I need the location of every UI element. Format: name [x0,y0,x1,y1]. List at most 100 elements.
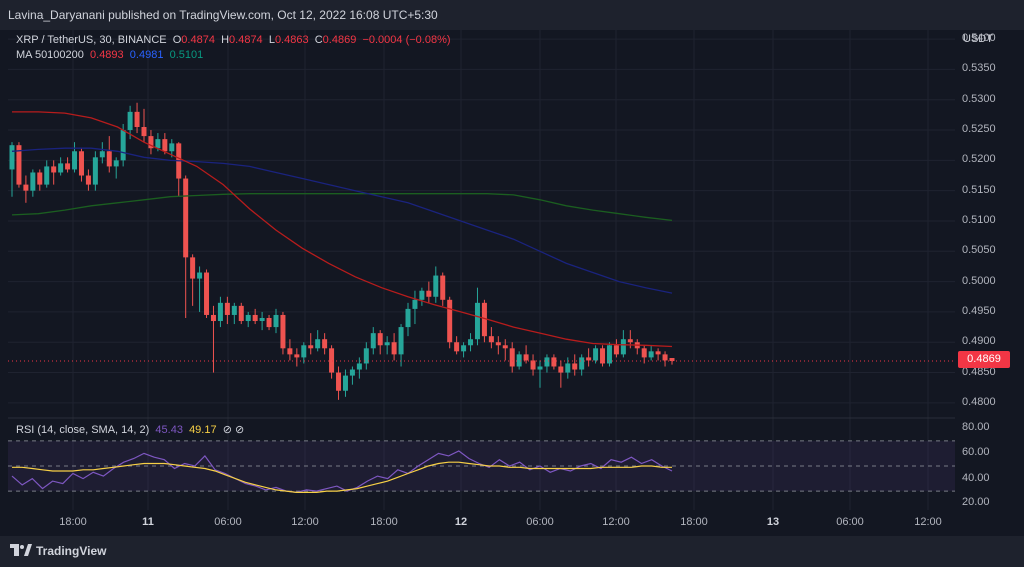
candle-body [9,145,15,170]
ma100-value: 0.4981 [129,49,164,61]
ma200-line [11,193,673,222]
candle-body [516,354,522,367]
price-tick-label: 0.4950 [962,304,996,317]
candle-body [600,348,606,364]
candle-body [565,363,571,373]
candle-body [44,166,50,185]
candle-body [217,302,223,322]
candle-body [51,166,57,173]
low-value: 0.4863 [274,34,309,46]
price-tick-label: 0.5000 [962,274,996,287]
candle-body [99,151,105,158]
price-tick-label: 0.4800 [962,395,996,408]
candle-body [454,342,460,352]
symbol-legend: XRP / TetherUS, 30, BINANCE O0.4874 H0.4… [16,34,451,46]
rsi-tick-label: 60.00 [962,446,990,459]
settings-icon[interactable]: ⊘ [235,424,245,436]
candle-body [627,339,633,343]
candle-body [440,275,446,300]
candle-body [405,308,411,328]
price-tick-label: 0.5150 [962,183,996,196]
candle-body [72,151,78,170]
price-tick-label: 0.4850 [962,365,996,378]
tradingview-logo[interactable]: TradingView [10,544,106,558]
candle-body [648,351,654,358]
time-tick-label: 06:00 [526,516,554,528]
candle-body [336,372,342,391]
candle-body [23,184,29,191]
candle-body [280,314,286,349]
candle-body [204,272,210,315]
candle-body [474,302,480,340]
time-tick-label: 06:00 [214,516,242,528]
candle-body [78,151,84,176]
candle-body [544,357,550,367]
candle-body [641,348,647,358]
candle-body [162,139,168,152]
ma100-line [11,147,673,294]
brand-name: TradingView [36,544,107,558]
candle-body [301,345,307,358]
rsi-tick-label: 20.00 [962,496,990,508]
candle-body [461,345,467,352]
candle-body [92,157,98,185]
footer: TradingView [0,536,1024,567]
candle-body [127,111,133,131]
visibility-icon[interactable]: ⊘ [222,424,232,436]
candle-body [342,375,348,391]
candle-body [433,275,439,297]
time-tick-label: 12:00 [602,516,630,528]
candle-body [488,336,494,343]
candle-body [224,302,230,315]
high-value: 0.4874 [229,34,263,46]
candle-body [259,317,265,322]
candle-body [579,357,585,370]
price-axis[interactable]: 0.5400 0.5350 0.5300 0.5250 0.5200 0.5150 0.51… [955,30,1024,510]
candle-body [370,333,376,349]
candle-body [530,360,536,370]
candle-body [613,345,619,355]
chart-svg[interactable] [8,30,955,510]
candle-body [662,354,668,361]
candle-body [245,314,251,322]
candle-body [349,369,355,376]
candle-body [606,345,612,364]
candle-body [252,314,258,322]
candle-body [669,358,675,362]
candle-body [495,342,501,346]
ma-legend: MA 50100200 0.4893 0.4981 0.5101 [16,49,203,61]
candle-body [412,299,418,309]
ma-label[interactable]: MA 50100200 [16,49,84,61]
candle-body [238,305,244,322]
price-tick-label: 0.5200 [962,153,996,166]
price-unit[interactable]: USDT [963,33,993,45]
time-tick-label: 18:00 [680,516,708,528]
candle-body [586,357,592,361]
candle-body [620,339,626,355]
time-axis[interactable]: 18:00 11 06:00 12:00 18:00 12 06:00 12:00 18:00 1… [0,510,1024,536]
rsi-label[interactable]: RSI (14, close, SMA, 14, 2) [16,424,150,436]
rsi-value: 45.43 [155,424,183,436]
candle-body [30,172,36,191]
rsi-sma-line [12,461,672,493]
change-value: −0.0004 (−0.08%) [362,34,451,46]
candle-body [16,145,22,185]
candle-body [190,257,196,279]
chart-area[interactable] [8,30,955,510]
candle-body [419,290,425,300]
candle-body [398,327,404,355]
ma50-line [12,111,673,348]
candle-body [120,130,126,161]
price-tick-label: 0.5400 [962,32,996,45]
time-tick-label: 06:00 [836,516,864,528]
ma200-value: 0.5101 [169,49,204,61]
tradingview-mark-icon [10,544,32,556]
candle-body [106,151,112,167]
candle-body [356,363,362,370]
symbol-name[interactable]: XRP / TetherUS, 30, BINANCE [16,34,167,46]
candle-body [523,354,529,361]
candle-body [113,160,119,167]
candle-body [377,333,383,346]
rsi-sma-value: 49.17 [189,424,217,436]
candle-body [308,345,314,349]
